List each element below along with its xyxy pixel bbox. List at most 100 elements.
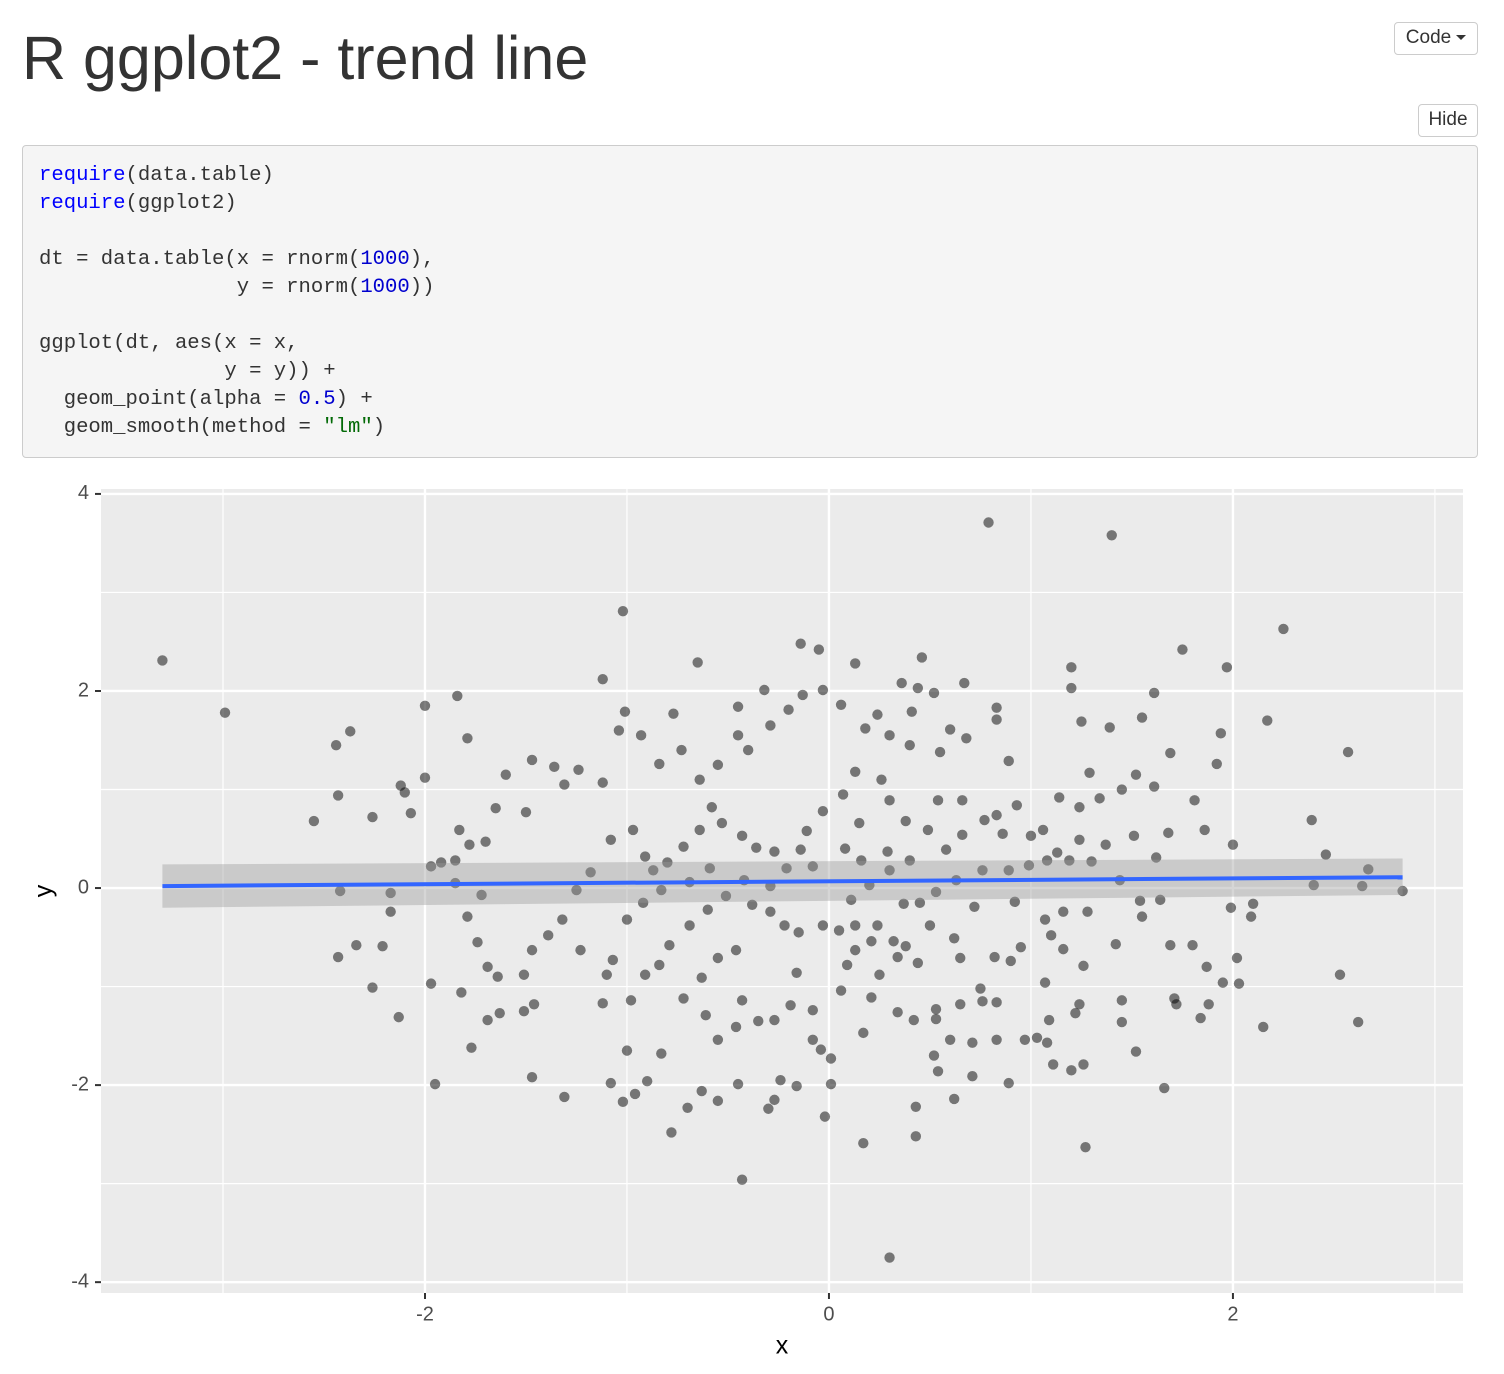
data-point xyxy=(435,857,447,868)
data-point xyxy=(833,925,845,936)
data-point xyxy=(702,904,713,915)
data-point xyxy=(1019,1034,1031,1045)
data-point xyxy=(872,920,883,931)
data-point xyxy=(1003,755,1014,767)
data-point xyxy=(1225,902,1237,913)
data-point xyxy=(769,1014,780,1026)
data-point xyxy=(736,1174,748,1185)
data-point xyxy=(801,825,812,837)
data-point xyxy=(742,744,754,756)
data-point xyxy=(959,677,970,689)
data-point xyxy=(1258,1021,1269,1033)
data-point xyxy=(924,920,936,931)
data-point xyxy=(621,914,633,925)
data-point xyxy=(712,952,724,964)
code-token: 0.5 xyxy=(298,388,336,411)
data-point xyxy=(1003,865,1014,876)
data-point xyxy=(730,1021,742,1033)
data-point xyxy=(1052,847,1063,858)
code-token: dt = data.table(x = rnorm( xyxy=(39,248,361,271)
y-axis-label: y xyxy=(30,884,58,897)
x-axis-label: x xyxy=(776,1332,789,1360)
plot-panel xyxy=(101,489,1463,1293)
data-point xyxy=(549,761,560,773)
data-point xyxy=(1084,767,1095,778)
data-point xyxy=(605,834,617,845)
data-point xyxy=(700,1009,711,1021)
data-point xyxy=(850,766,861,777)
data-point xyxy=(639,851,651,862)
data-point xyxy=(601,969,612,980)
data-point xyxy=(793,927,804,938)
data-point xyxy=(837,789,849,800)
data-point xyxy=(763,1103,774,1114)
data-point xyxy=(815,1044,827,1055)
data-point xyxy=(1136,911,1148,922)
data-point xyxy=(668,708,679,719)
data-point xyxy=(597,673,608,685)
data-point xyxy=(997,828,1008,840)
data-point xyxy=(1070,1007,1081,1019)
data-point xyxy=(858,1027,869,1039)
data-point xyxy=(1134,895,1146,907)
data-point xyxy=(783,704,794,715)
data-point xyxy=(1165,939,1176,951)
data-point xyxy=(526,754,538,766)
data-point xyxy=(1165,747,1176,759)
data-point xyxy=(765,720,776,731)
hide-button[interactable]: Hide xyxy=(1418,104,1478,137)
data-point xyxy=(736,830,748,842)
data-point xyxy=(930,1013,942,1025)
data-point xyxy=(751,842,762,853)
data-point xyxy=(860,723,871,734)
data-point xyxy=(769,1094,780,1106)
data-point xyxy=(807,861,819,872)
data-point xyxy=(1136,712,1148,723)
data-point xyxy=(991,702,1002,713)
data-point xyxy=(1025,830,1037,842)
code-token: (ggplot2) xyxy=(125,192,237,215)
code-button[interactable]: Code xyxy=(1394,22,1478,55)
data-point xyxy=(892,1006,903,1018)
data-point xyxy=(835,985,847,996)
data-point xyxy=(839,843,851,854)
data-point xyxy=(922,824,934,836)
data-point xyxy=(1150,852,1162,863)
data-point xyxy=(712,1034,724,1045)
x-tick-label: 0 xyxy=(823,1303,834,1325)
data-point xyxy=(613,725,625,736)
data-point xyxy=(472,937,483,948)
code-block: require(data.table) require(ggplot2) dt … xyxy=(22,145,1478,458)
data-point xyxy=(928,1050,940,1061)
data-point xyxy=(429,1078,441,1090)
data-point xyxy=(1011,800,1023,811)
code-token: 1000 xyxy=(360,276,410,299)
data-point xyxy=(955,999,966,1010)
data-point xyxy=(1023,860,1035,871)
data-point xyxy=(807,1034,819,1045)
data-point xyxy=(1041,855,1053,866)
data-point xyxy=(425,978,437,989)
data-point xyxy=(813,644,825,655)
y-tick-label: 0 xyxy=(78,876,89,898)
code-token: require xyxy=(39,164,126,187)
data-point xyxy=(542,930,554,941)
data-point xyxy=(1037,824,1049,836)
data-point xyxy=(892,951,903,963)
data-point xyxy=(1334,969,1346,980)
data-point xyxy=(1005,955,1016,967)
data-point xyxy=(706,802,718,813)
data-point xyxy=(385,887,396,899)
data-point xyxy=(456,987,467,998)
data-point xyxy=(1148,687,1160,699)
data-point xyxy=(520,806,532,818)
data-point xyxy=(692,657,703,668)
data-point xyxy=(1094,793,1105,804)
data-point xyxy=(219,707,231,718)
data-point xyxy=(944,724,956,735)
data-point xyxy=(969,901,980,912)
data-point xyxy=(825,1053,837,1064)
data-point xyxy=(1159,1082,1170,1094)
data-point xyxy=(817,684,829,696)
data-point xyxy=(619,706,631,717)
